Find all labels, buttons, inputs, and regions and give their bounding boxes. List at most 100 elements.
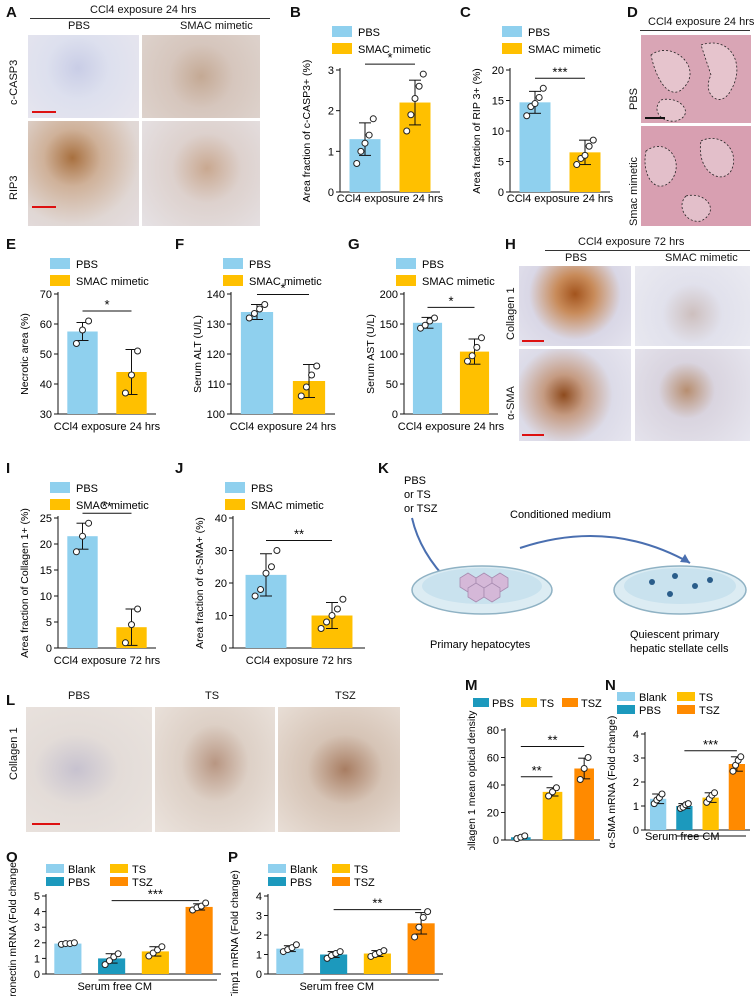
y-axis-label: Serum AST (U/L): [365, 314, 377, 394]
bar-pbs: [240, 312, 274, 414]
data-point: [552, 784, 560, 792]
y-tick-label: 2: [256, 930, 262, 942]
legend-swatch: [268, 877, 286, 886]
panel-letter-i: I: [6, 460, 11, 477]
legend-swatch: [332, 864, 350, 873]
y-tick-label: 5: [46, 617, 52, 629]
bar-tsz: [574, 768, 594, 840]
y-tick-label: 40: [215, 513, 227, 525]
panel-letter-n: N: [605, 677, 616, 694]
panel-l-col-tsz: TSZ: [335, 690, 356, 702]
chart-o: 0 1 2 3 4 5 Fibronectin mRNA (Fold change) Seru…: [7, 862, 221, 996]
panel-l-col-ts: TS: [205, 690, 220, 702]
y-tick-label: 0: [328, 187, 334, 199]
y-tick-label: 110: [207, 379, 225, 391]
panel-letter-j: J: [175, 460, 184, 477]
legend-swatch: [225, 482, 245, 493]
legend-label: TSZ: [581, 698, 602, 710]
x-axis-label: CCl4 exposure 24 hrs: [507, 193, 614, 205]
legend-label: PBS: [422, 259, 444, 271]
significance-marker: **: [102, 499, 112, 514]
legend-swatch: [473, 698, 489, 707]
ihc-image-ccasp3-smac: [142, 35, 260, 118]
ihc-image-collagen-smac: [635, 266, 750, 346]
panel-letter-l: L: [6, 692, 16, 709]
data-point: [317, 625, 325, 632]
data-point: [262, 569, 270, 577]
y-axis-label: Area fraction of α-SMA+ (%): [194, 517, 206, 649]
data-point: [737, 753, 745, 761]
y-axis-label: Area fraction of RIP 3+ (%): [471, 68, 483, 194]
bar-pbs: [67, 331, 98, 414]
k-stellate-cells: [649, 573, 713, 597]
k-hepatocytes: [459, 572, 509, 603]
data-point: [369, 115, 377, 123]
k-input-pbs: PBS: [404, 475, 426, 487]
y-tick-label: 30: [215, 546, 227, 558]
data-point: [292, 941, 300, 949]
panel-l-row-collagen: Collagen 1: [8, 727, 20, 780]
panel-letter-g: G: [348, 236, 360, 253]
data-point: [580, 765, 588, 772]
data-point: [261, 301, 269, 308]
data-point: [468, 352, 476, 360]
data-point: [308, 371, 316, 379]
data-point: [251, 592, 259, 600]
bar-pbs: [676, 806, 693, 830]
legend-label: SMAC mimetic: [251, 500, 324, 512]
legend-swatch: [562, 698, 578, 707]
legend-label: SMAC mimetic: [76, 276, 149, 288]
data-point: [361, 139, 369, 147]
scale-bar-a1: [32, 111, 56, 113]
data-point: [464, 357, 472, 365]
legend-swatch: [521, 698, 537, 707]
data-point: [202, 899, 210, 907]
panel-letter-f: F: [175, 236, 185, 253]
y-tick-label: 0: [392, 409, 398, 421]
chart-g: 0 50 100 150 200 Serum AST (U/L) CCl4 exposure…: [365, 258, 505, 433]
data-point: [121, 389, 129, 397]
k-dish-right-inner: [624, 568, 736, 604]
data-point: [245, 314, 253, 322]
bar-ts: [542, 791, 563, 840]
legend-swatch: [268, 864, 286, 873]
data-point: [70, 939, 78, 947]
y-tick-label: 4: [633, 729, 639, 741]
legend-swatch: [223, 258, 243, 269]
data-point: [415, 82, 423, 90]
legend-swatch: [332, 43, 352, 54]
y-tick-label: 15: [40, 565, 52, 577]
data-point: [419, 913, 427, 921]
data-point: [576, 776, 584, 783]
y-tick-label: 2: [328, 106, 334, 118]
y-tick-label: 140: [207, 289, 225, 301]
data-point: [267, 563, 275, 571]
y-tick-label: 20: [215, 578, 227, 590]
panel-h-title-line: [545, 250, 750, 251]
legend-label: TSZ: [699, 705, 720, 717]
data-point: [72, 548, 80, 556]
y-tick-label: 2: [633, 777, 639, 789]
panel-letter-h: H: [505, 236, 516, 253]
legend-swatch: [617, 705, 635, 714]
ihc-image-asma-smac: [635, 349, 750, 441]
panel-l-col-pbs: PBS: [68, 690, 91, 702]
y-tick-label: 10: [492, 126, 504, 138]
legend-label: SMAC mimetic: [358, 44, 431, 56]
y-tick-label: 4: [34, 907, 40, 919]
data-point: [365, 131, 373, 139]
data-point: [535, 93, 543, 101]
data-point: [128, 371, 135, 379]
data-point: [328, 612, 336, 619]
legend-label: PBS: [528, 27, 550, 39]
data-point: [411, 933, 419, 941]
panel-letter-m: M: [465, 677, 478, 694]
y-tick-label: 5: [498, 157, 504, 169]
y-tick-label: 60: [40, 319, 52, 331]
legend-swatch: [50, 275, 70, 286]
data-point: [134, 605, 142, 613]
x-axis-label: CCl4 exposure 24 hrs: [230, 421, 337, 433]
panel-letter-p: P: [228, 849, 239, 866]
legend-swatch: [46, 864, 64, 873]
y-axis-label: Necrotic area (%): [19, 313, 31, 395]
